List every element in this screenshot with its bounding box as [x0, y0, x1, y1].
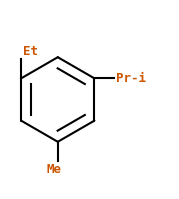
- Text: Et: Et: [23, 45, 38, 58]
- Text: Me: Me: [47, 163, 62, 176]
- Text: Pr-i: Pr-i: [116, 72, 146, 85]
